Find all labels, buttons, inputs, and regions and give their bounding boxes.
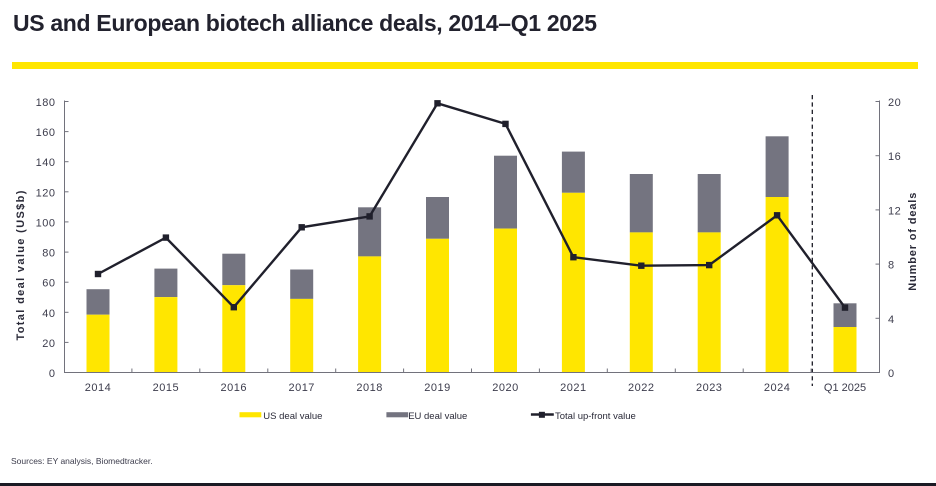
svg-text:20: 20: [42, 338, 55, 350]
svg-text:Number of deals: Number of deals: [907, 192, 919, 291]
svg-text:2017: 2017: [288, 382, 314, 394]
svg-text:180: 180: [36, 97, 56, 109]
svg-text:0: 0: [49, 368, 56, 380]
svg-text:12: 12: [888, 205, 901, 217]
svg-text:2024: 2024: [764, 382, 790, 394]
svg-text:4: 4: [888, 314, 895, 326]
svg-text:160: 160: [36, 127, 56, 139]
svg-text:US deal value: US deal value: [263, 411, 322, 422]
svg-text:140: 140: [36, 157, 56, 169]
svg-text:2022: 2022: [628, 382, 654, 394]
svg-text:2015: 2015: [153, 382, 179, 394]
svg-text:2023: 2023: [696, 382, 722, 394]
svg-text:16: 16: [888, 151, 901, 163]
svg-text:20: 20: [888, 97, 901, 109]
svg-text:2020: 2020: [492, 382, 518, 394]
svg-text:100: 100: [36, 217, 56, 229]
svg-text:Total deal value (US$b): Total deal value (US$b): [15, 189, 27, 340]
svg-text:120: 120: [36, 187, 56, 199]
svg-text:Total up-front value: Total up-front value: [555, 411, 636, 422]
svg-text:40: 40: [42, 308, 55, 320]
svg-text:EU deal value: EU deal value: [408, 411, 467, 422]
svg-text:0: 0: [888, 368, 895, 380]
svg-text:2014: 2014: [85, 382, 111, 394]
svg-text:80: 80: [42, 248, 55, 260]
svg-text:2019: 2019: [424, 382, 450, 394]
svg-text:Q1 2025: Q1 2025: [824, 382, 866, 394]
svg-text:8: 8: [888, 260, 895, 272]
svg-text:2018: 2018: [356, 382, 382, 394]
svg-text:60: 60: [42, 278, 55, 290]
svg-text:2021: 2021: [560, 382, 586, 394]
svg-text:2016: 2016: [221, 382, 247, 394]
